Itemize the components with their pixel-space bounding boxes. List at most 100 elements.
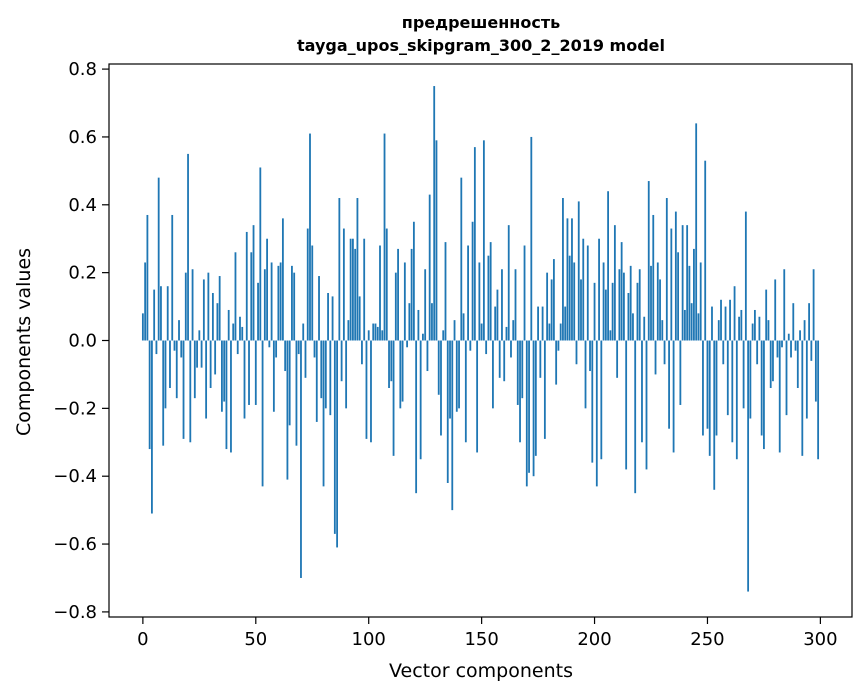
bar	[546, 272, 549, 341]
bar	[171, 214, 174, 341]
bar	[625, 340, 628, 470]
bar	[787, 333, 790, 341]
bar	[175, 340, 178, 399]
bar	[148, 340, 151, 450]
bar	[580, 279, 582, 341]
bar	[799, 330, 801, 341]
x-tick-label: 150	[464, 629, 498, 650]
bar	[645, 340, 648, 470]
bar	[670, 228, 673, 341]
bar	[322, 340, 325, 487]
bar	[562, 198, 564, 341]
bar	[720, 299, 722, 341]
bar	[706, 340, 709, 429]
bar	[347, 320, 350, 341]
bar	[225, 340, 228, 450]
bar	[428, 194, 431, 341]
bar	[697, 313, 700, 341]
bar	[702, 340, 704, 436]
bar	[543, 340, 546, 439]
bar	[392, 340, 395, 456]
bar	[778, 340, 781, 453]
bar	[422, 333, 424, 341]
bar	[749, 340, 752, 419]
bar	[320, 340, 323, 399]
bars-group	[141, 86, 820, 592]
bar	[261, 340, 264, 487]
bar	[352, 238, 354, 341]
bar	[817, 340, 820, 460]
bar	[514, 269, 517, 341]
bar	[300, 340, 302, 578]
bar	[333, 340, 336, 534]
bar	[598, 238, 600, 341]
bar	[805, 340, 808, 419]
bar	[367, 330, 370, 341]
bar	[634, 340, 637, 494]
bar	[153, 289, 156, 341]
bar	[155, 340, 158, 355]
bar	[525, 340, 528, 487]
bar	[571, 218, 573, 341]
bar	[144, 262, 147, 341]
bar	[498, 340, 501, 378]
bar	[467, 245, 469, 341]
bar	[358, 296, 361, 341]
bar	[722, 340, 725, 365]
bar	[803, 320, 806, 341]
bar	[182, 340, 185, 439]
bar	[306, 228, 309, 341]
bar	[329, 340, 332, 416]
bar	[216, 303, 219, 341]
x-tick-label: 200	[577, 629, 611, 650]
bar	[591, 340, 594, 463]
bar	[151, 340, 153, 514]
bar	[410, 248, 413, 341]
bar	[453, 320, 456, 341]
bar	[505, 326, 508, 341]
bar	[516, 340, 519, 405]
bar	[370, 340, 372, 443]
bar	[783, 269, 786, 341]
bar	[302, 323, 305, 341]
bar	[629, 265, 632, 341]
bar	[191, 269, 194, 341]
bar	[729, 299, 731, 341]
bar	[690, 303, 693, 341]
y-tick-label: −0.8	[53, 602, 97, 623]
y-tick-label: 0.2	[68, 263, 97, 284]
bar	[794, 340, 797, 351]
bar	[814, 340, 817, 402]
bar	[507, 225, 510, 341]
bar	[742, 340, 745, 409]
bar	[765, 289, 768, 341]
bar	[345, 340, 348, 409]
bar	[356, 198, 359, 341]
bar	[221, 340, 223, 412]
bar	[607, 191, 609, 341]
bar	[478, 262, 481, 341]
bar	[318, 276, 320, 341]
bar	[469, 340, 472, 351]
bar	[776, 340, 779, 358]
bar	[496, 289, 499, 341]
chart-title: предрешенность	[402, 13, 560, 32]
bar	[415, 340, 418, 494]
bar	[372, 323, 375, 341]
bar	[810, 340, 813, 361]
bar	[785, 340, 788, 416]
bar	[209, 340, 212, 388]
bar	[288, 340, 291, 426]
bar	[207, 272, 210, 341]
bar	[586, 245, 589, 341]
bar	[200, 340, 203, 368]
bar	[503, 340, 506, 382]
bar	[638, 269, 641, 341]
y-tick-label: −0.6	[53, 534, 97, 555]
bar	[327, 293, 329, 341]
bar	[541, 306, 544, 341]
bar	[602, 262, 605, 341]
bar	[259, 167, 262, 341]
bar	[385, 228, 388, 341]
bar	[772, 340, 774, 382]
